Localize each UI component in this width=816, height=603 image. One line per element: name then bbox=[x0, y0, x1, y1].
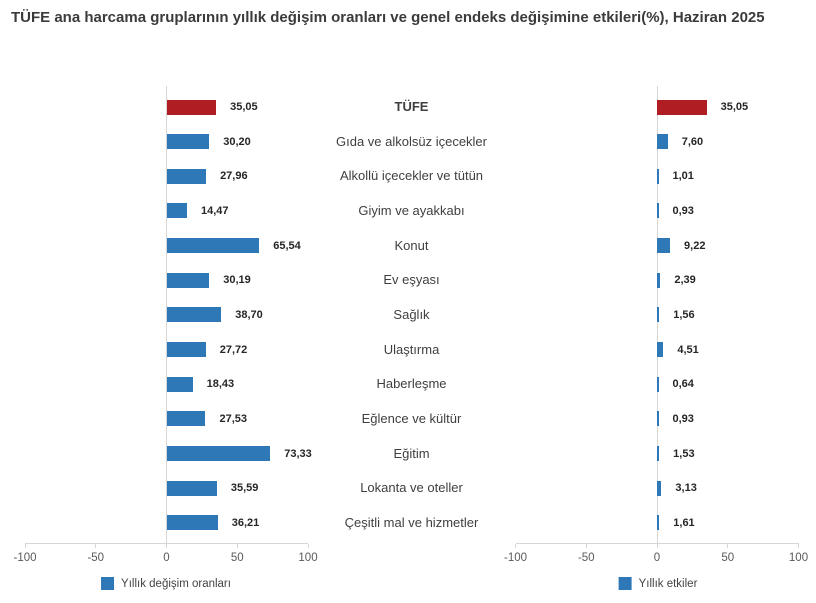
bar bbox=[166, 272, 210, 288]
category-label: Giyim ve ayakkabı bbox=[358, 202, 465, 218]
bar bbox=[657, 376, 659, 392]
bar bbox=[657, 515, 660, 531]
bar bbox=[166, 238, 260, 254]
category-label: TÜFE bbox=[394, 99, 429, 114]
axis-tick bbox=[307, 544, 309, 548]
category-label: Ulaştırma bbox=[383, 341, 440, 357]
bar bbox=[657, 168, 659, 184]
axis-baseline bbox=[515, 543, 799, 544]
value-label: 1,61 bbox=[673, 516, 695, 529]
bar bbox=[166, 307, 222, 323]
axis-tick bbox=[585, 544, 587, 548]
category-label: Eğlence ve kültür bbox=[361, 410, 462, 426]
value-label: 73,33 bbox=[284, 447, 312, 460]
value-label: 0,64 bbox=[672, 378, 694, 391]
category-label: Konut bbox=[394, 237, 429, 253]
axis-tick bbox=[727, 544, 729, 548]
value-label: 3,13 bbox=[675, 482, 697, 495]
value-label: 27,72 bbox=[219, 343, 248, 356]
axis-tick bbox=[798, 544, 799, 548]
category-label: Çeşitli mal ve hizmetler bbox=[344, 514, 479, 530]
value-label: 27,53 bbox=[219, 412, 247, 425]
bar bbox=[657, 446, 660, 461]
axis-tick-label: -50 bbox=[577, 552, 595, 564]
bar bbox=[166, 168, 207, 184]
value-label: 27,96 bbox=[220, 170, 248, 183]
axis-tick bbox=[656, 544, 658, 548]
axis-tick bbox=[515, 544, 516, 548]
legend-effects-label: Yıllık etkiler bbox=[638, 577, 698, 590]
value-label: 36,21 bbox=[231, 516, 260, 529]
chart-title: TÜFE ana harcama gruplarının yıllık deği… bbox=[11, 9, 765, 26]
category-label: Alkollü içecekler ve tütün bbox=[339, 168, 484, 184]
legend-effects: Yıllık etkiler bbox=[618, 577, 698, 590]
bar bbox=[657, 134, 668, 150]
category-label: Gıda ve alkolsüz içecekler bbox=[335, 133, 487, 149]
bar bbox=[166, 134, 210, 150]
bar bbox=[657, 203, 659, 219]
axis-tick-label: 0 bbox=[653, 552, 661, 564]
axis-tick-label: 50 bbox=[721, 552, 735, 564]
value-label: 30,20 bbox=[223, 135, 251, 148]
bar bbox=[657, 307, 660, 323]
legend-rates-label: Yıllık değişim oranları bbox=[121, 577, 231, 590]
axis-tick-label: 50 bbox=[230, 552, 244, 564]
value-label: 35,05 bbox=[720, 101, 749, 113]
axis-tick-label: -100 bbox=[13, 552, 37, 564]
axis-tick-label: -100 bbox=[503, 552, 528, 564]
bar bbox=[657, 480, 662, 496]
bar bbox=[166, 203, 187, 219]
value-label: 65,54 bbox=[273, 239, 301, 252]
category-label: Ev eşyası bbox=[383, 272, 440, 288]
value-label: 35,05 bbox=[230, 101, 258, 113]
axis-baseline bbox=[25, 543, 308, 544]
axis-tick bbox=[236, 544, 238, 548]
bar bbox=[166, 99, 217, 115]
category-label: Lokanta ve oteller bbox=[360, 480, 463, 496]
axis-tick-label: -50 bbox=[87, 552, 105, 564]
value-label: 14,47 bbox=[200, 204, 229, 217]
value-label: 0,93 bbox=[672, 204, 694, 217]
bar bbox=[166, 342, 206, 358]
value-label: 1,53 bbox=[673, 447, 695, 460]
category-label: Sağlık bbox=[393, 306, 430, 322]
bar bbox=[166, 376, 193, 392]
value-label: 18,43 bbox=[206, 378, 235, 391]
value-label: 7,60 bbox=[681, 135, 704, 148]
bar bbox=[166, 411, 206, 427]
category-label: Eğitim bbox=[393, 445, 430, 461]
value-label: 0,93 bbox=[672, 412, 694, 425]
axis-tick-label: 100 bbox=[298, 552, 318, 564]
axis-tick bbox=[24, 544, 26, 548]
axis-tick-label: 0 bbox=[163, 552, 170, 564]
legend-rates: Yıllık değişim oranları bbox=[101, 577, 231, 590]
value-label: 38,70 bbox=[235, 308, 263, 321]
axis-tick bbox=[166, 544, 167, 548]
value-label: 2,39 bbox=[674, 274, 696, 287]
value-label: 9,22 bbox=[684, 239, 706, 252]
bar bbox=[657, 411, 659, 427]
axis-tick-label: 100 bbox=[788, 552, 809, 564]
legend-swatch-effects-icon bbox=[618, 577, 632, 590]
axis-tick bbox=[95, 544, 97, 548]
value-label: 4,51 bbox=[677, 343, 699, 356]
bar bbox=[166, 480, 217, 496]
value-label: 1,01 bbox=[672, 170, 694, 183]
value-label: 35,59 bbox=[230, 482, 259, 495]
bar bbox=[657, 238, 671, 254]
bar bbox=[657, 99, 707, 115]
bar bbox=[166, 446, 271, 461]
legend-swatch-rates-icon bbox=[101, 577, 115, 590]
bar bbox=[657, 272, 661, 288]
bar bbox=[166, 515, 218, 531]
value-label: 1,56 bbox=[673, 308, 695, 321]
category-label: Haberleşme bbox=[376, 376, 447, 392]
bar bbox=[657, 342, 664, 358]
value-label: 30,19 bbox=[223, 274, 251, 287]
